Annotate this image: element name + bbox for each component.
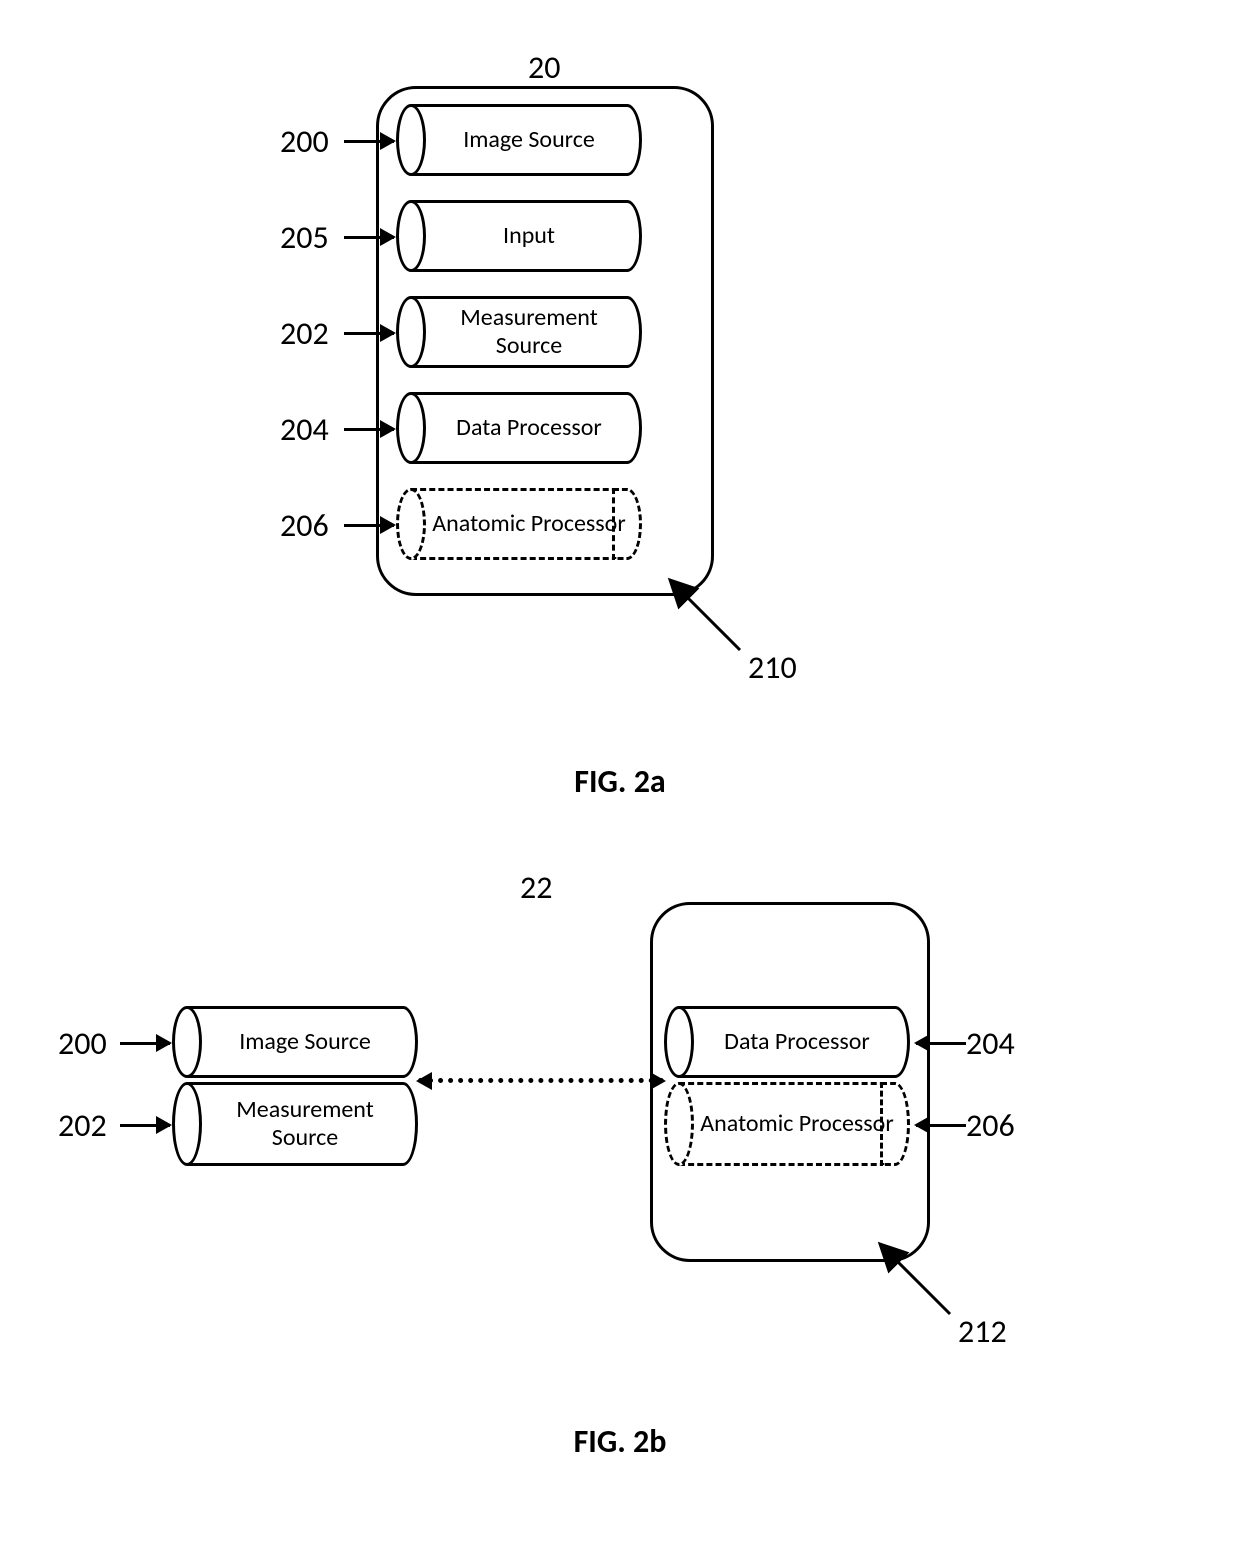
fig-a-caption: FIG. 2a [0, 762, 1240, 801]
cyl-label: Measurement Source [426, 296, 632, 368]
fig-b-arrow-202 [120, 1124, 170, 1127]
cyl-label: Data Processor [426, 392, 632, 464]
fig-a-ref-202: 202 [280, 314, 329, 353]
cyl-left [396, 392, 426, 464]
fig-b-ref-206: 206 [966, 1106, 1015, 1145]
fig-a-ref-200: 200 [280, 122, 329, 161]
cyl-left [396, 296, 426, 368]
fig-a-ref-206: 206 [280, 506, 329, 545]
fig-a-pointer-210 [660, 570, 750, 660]
cyl-label: Image Source [426, 104, 632, 176]
fig-a-top-label: 20 [528, 48, 560, 87]
fig-b-connector [418, 1078, 664, 1083]
fig-b-cyl-measurement-source: Measurement Source [172, 1082, 418, 1166]
fig-b-cyl-data-processor: Data Processor [664, 1006, 910, 1078]
cyl-label: Input [426, 200, 632, 272]
fig-b-ref-200: 200 [58, 1024, 107, 1063]
fig-a-cyl-data-processor: Data Processor [396, 392, 642, 464]
fig-b-arrow-204 [916, 1042, 966, 1045]
fig-b-ref-202: 202 [58, 1106, 107, 1145]
cyl-left [396, 200, 426, 272]
fig-a-ref-204: 204 [280, 410, 329, 449]
fig-b-pointer-212 [870, 1234, 960, 1324]
cyl-left [664, 1082, 694, 1166]
cyl-label: Data Processor [694, 1006, 900, 1078]
fig-a-arrow-204 [344, 428, 394, 431]
fig-b-cyl-image-source: Image Source [172, 1006, 418, 1078]
fig-b-pointer-label: 212 [958, 1312, 1007, 1351]
fig-a-pointer-label: 210 [748, 648, 797, 687]
fig-b-top-label: 22 [520, 868, 552, 907]
fig-b-caption: FIG. 2b [0, 1422, 1240, 1461]
fig-a-arrow-202 [344, 332, 394, 335]
cyl-label: Anatomic Processor [426, 488, 632, 560]
fig-a-arrow-200 [344, 140, 394, 143]
fig-a-arrow-206 [344, 524, 394, 527]
fig-b-ref-204: 204 [966, 1024, 1015, 1063]
cyl-left [172, 1006, 202, 1078]
diagram-root: 20 200 Image Source 205 Input 202 Measur… [0, 0, 1240, 1549]
cyl-left [396, 104, 426, 176]
cyl-label: Measurement Source [202, 1082, 408, 1166]
cyl-left [664, 1006, 694, 1078]
cyl-left [396, 488, 426, 560]
cyl-label: Image Source [202, 1006, 408, 1078]
fig-b-cyl-anatomic-processor: Anatomic Processor [664, 1082, 910, 1166]
fig-a-cyl-image-source: Image Source [396, 104, 642, 176]
fig-a-arrow-205 [344, 236, 394, 239]
cyl-label: Anatomic Processor [694, 1082, 900, 1166]
fig-a-cyl-measurement-source: Measurement Source [396, 296, 642, 368]
fig-a-cyl-anatomic-processor: Anatomic Processor [396, 488, 642, 560]
fig-b-arrow-200 [120, 1042, 170, 1045]
fig-b-arrow-206 [916, 1124, 966, 1127]
fig-a-cyl-input: Input [396, 200, 642, 272]
fig-a-ref-205: 205 [280, 218, 329, 257]
cyl-left [172, 1082, 202, 1166]
